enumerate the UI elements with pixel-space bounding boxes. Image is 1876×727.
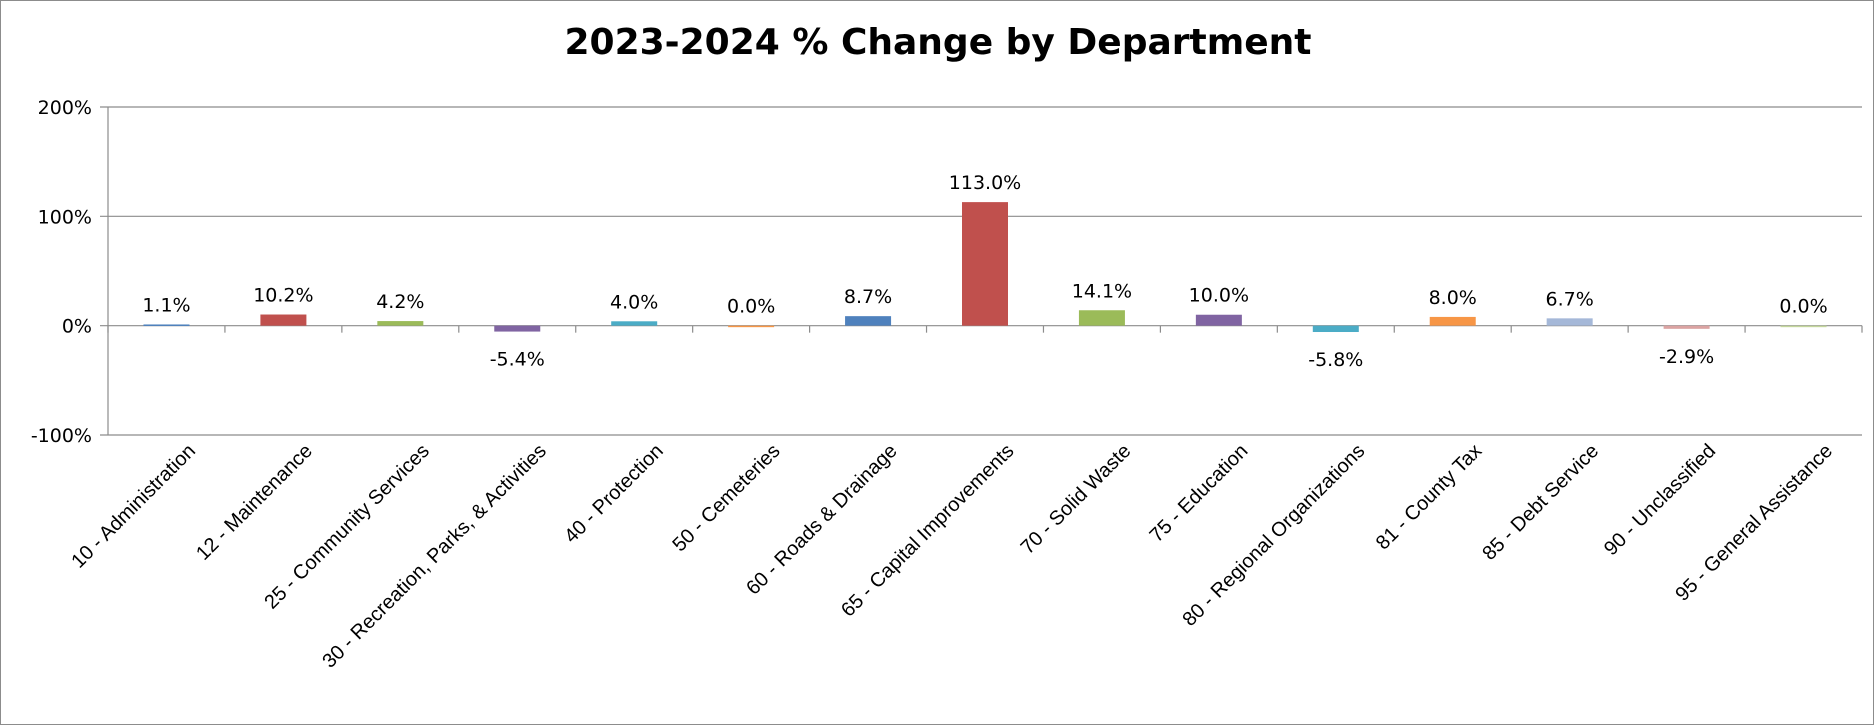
category-label: 75 - Education — [1146, 440, 1253, 547]
data-label: -5.8% — [1308, 349, 1363, 371]
data-label: 113.0% — [949, 172, 1021, 194]
category-label: 85 - Debt Service — [1478, 440, 1603, 565]
bar — [143, 324, 190, 326]
category-label: 10 - Administration — [67, 440, 200, 573]
bar — [611, 321, 658, 326]
data-label: 14.1% — [1072, 280, 1132, 302]
category-label: 50 - Cemeteries — [669, 440, 785, 556]
data-label: 1.1% — [142, 294, 190, 316]
category-label: 40 - Protection — [560, 440, 668, 548]
data-label: -5.4% — [490, 349, 545, 371]
bar — [1312, 325, 1359, 333]
bar — [1780, 325, 1827, 328]
category-label: 12 - Maintenance — [192, 440, 317, 565]
bar — [962, 202, 1008, 326]
data-label: -2.9% — [1659, 346, 1714, 368]
bar — [494, 325, 541, 332]
bar — [1429, 316, 1476, 326]
y-tick-label: 0% — [62, 316, 92, 338]
bar — [1078, 310, 1125, 326]
y-tick-label: 100% — [38, 206, 92, 228]
bar — [377, 321, 424, 326]
bar — [1195, 314, 1242, 326]
category-label: 81 - County Tax — [1372, 440, 1486, 554]
y-tick-label: 200% — [38, 97, 92, 119]
data-label: 10.2% — [253, 285, 313, 307]
y-tick-label: -100% — [31, 425, 92, 447]
category-label: 70 - Solid Waste — [1017, 440, 1136, 559]
bar — [845, 316, 892, 326]
bar — [260, 314, 307, 326]
data-label: 0.0% — [1779, 296, 1827, 318]
category-label: 90 - Unclassified — [1600, 440, 1720, 560]
data-label: 8.7% — [844, 286, 892, 308]
bar — [728, 325, 775, 328]
data-label: 10.0% — [1189, 285, 1249, 307]
data-label: 8.0% — [1429, 287, 1477, 309]
bar — [1663, 325, 1710, 329]
data-label: 0.0% — [727, 296, 775, 318]
chart-title: 2023-2024 % Change by Department — [564, 22, 1312, 63]
data-label: 4.2% — [376, 291, 424, 313]
bar — [1546, 318, 1593, 326]
data-label: 4.0% — [610, 291, 658, 313]
category-label: 30 - Recreation, Parks, & Activities — [318, 440, 550, 672]
data-label: 6.7% — [1546, 288, 1594, 310]
